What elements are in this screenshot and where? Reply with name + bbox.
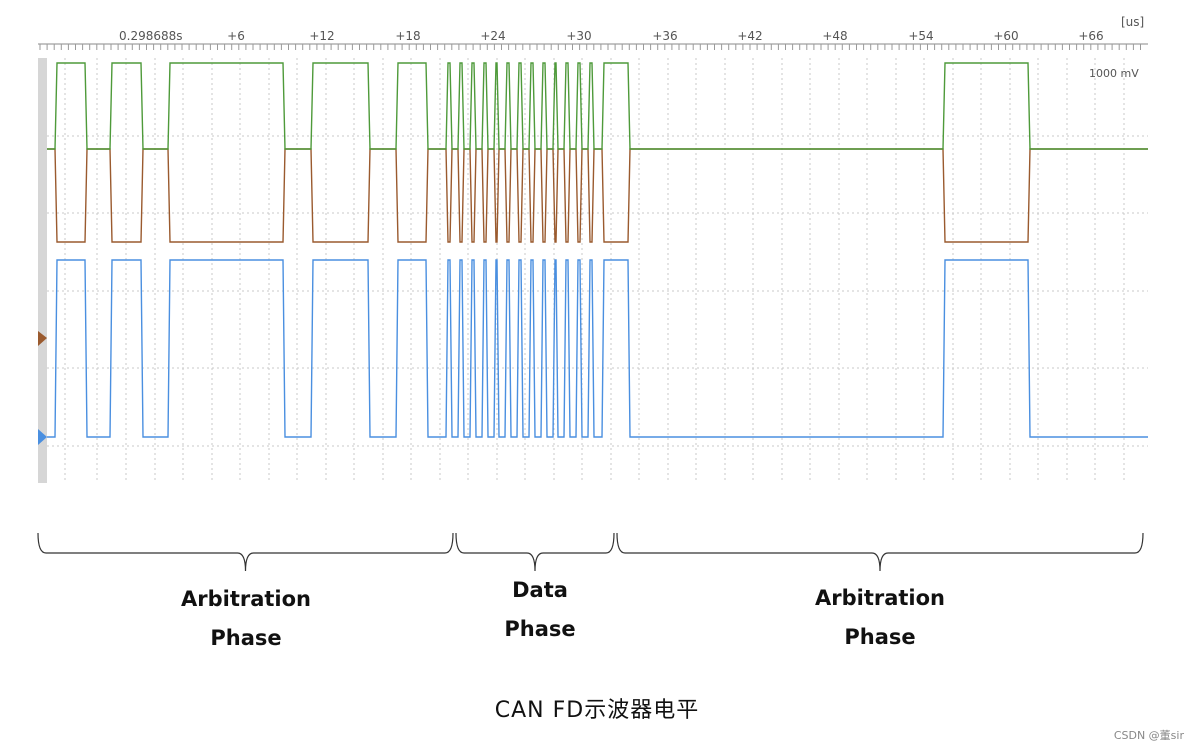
phase-label-arbitration-1-line2: Phase bbox=[210, 626, 282, 650]
phase-label-arbitration-1-line1: Arbitration bbox=[180, 587, 312, 611]
can-low-channel-marker-icon[interactable] bbox=[38, 331, 47, 346]
tick-label-36: +36 bbox=[652, 29, 677, 43]
tick-label-42: +42 bbox=[737, 29, 762, 43]
figure-caption: CAN FD示波器电平 bbox=[494, 698, 700, 723]
phase-label-arbitration-1: Arbitration Phase bbox=[146, 580, 346, 658]
time-tick-labels: +6 +12 +18 +24 +30 +36 +42 +48 +54 +60 +… bbox=[227, 29, 1104, 43]
time-unit-label: [us] bbox=[1121, 15, 1144, 29]
tick-label-60: +60 bbox=[993, 29, 1018, 43]
tick-label-54: +54 bbox=[908, 29, 933, 43]
phase-brace bbox=[37, 532, 454, 572]
amplitude-label: 1000 mV bbox=[1089, 67, 1139, 80]
tick-label-24: +24 bbox=[480, 29, 505, 43]
phase-braces bbox=[37, 532, 1144, 572]
tick-label-18: +18 bbox=[395, 29, 420, 43]
phase-label-data-line1: Data bbox=[512, 578, 568, 602]
phase-label-arbitration-2: Arbitration Phase bbox=[780, 579, 980, 657]
logic-channel-marker-icon[interactable] bbox=[38, 429, 47, 445]
phase-brace bbox=[455, 532, 615, 572]
tick-label-12: +12 bbox=[309, 29, 334, 43]
tick-label-30: +30 bbox=[566, 29, 591, 43]
tick-label-48: +48 bbox=[822, 29, 847, 43]
phase-label-arbitration-2-line1: Arbitration bbox=[814, 586, 946, 610]
watermark: CSDN @董sir bbox=[1113, 729, 1184, 742]
can-high-waveform bbox=[47, 62, 1148, 150]
tick-label-6: +6 bbox=[227, 29, 245, 43]
tick-label-66: +66 bbox=[1078, 29, 1103, 43]
phase-label-data-line2: Phase bbox=[504, 617, 576, 641]
phase-label-arbitration-2-line2: Phase bbox=[844, 625, 916, 649]
phase-brace bbox=[616, 532, 1144, 572]
time-axis-minor-ticks bbox=[39, 44, 1141, 50]
left-bar bbox=[38, 58, 47, 483]
phase-label-data: Data Phase bbox=[440, 571, 640, 649]
logic-waveform bbox=[47, 259, 1148, 438]
start-time-label: 0.298688s bbox=[119, 29, 183, 43]
